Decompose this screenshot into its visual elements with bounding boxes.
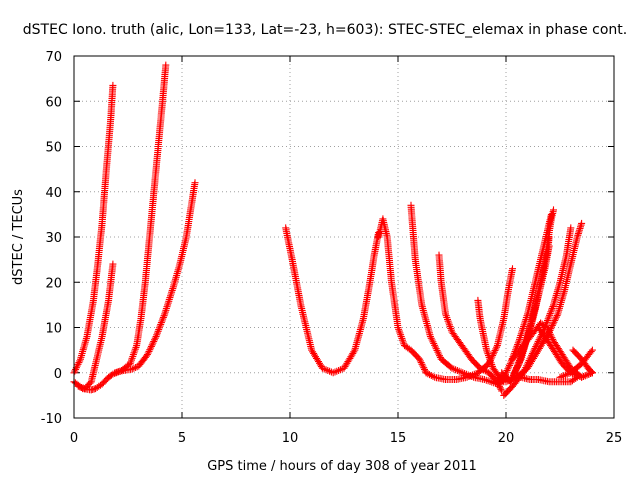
x-axis-label: GPS time / hours of day 308 of year 2011 bbox=[207, 459, 477, 474]
tick-layer: 0 5 10 15 20 25 -10 0 10 20 30 40 50 60 70 bbox=[41, 50, 623, 446]
data-points bbox=[474, 296, 508, 386]
series-arc-21 bbox=[569, 346, 596, 377]
x-tick-label: 0 bbox=[70, 431, 78, 446]
series-arc-18 bbox=[517, 373, 581, 386]
data-points bbox=[517, 373, 581, 386]
data-layer bbox=[70, 61, 596, 399]
series-arc-10 bbox=[474, 296, 508, 386]
series-arc-3 bbox=[74, 260, 117, 393]
x-tick-label: 25 bbox=[606, 431, 623, 446]
data-points bbox=[569, 346, 596, 377]
y-tick-label: 10 bbox=[45, 322, 62, 337]
series-arc-19 bbox=[534, 324, 596, 381]
data-points bbox=[282, 224, 383, 377]
chart-title: dSTEC Iono. truth (alic, Lon=133, Lat=-2… bbox=[23, 22, 627, 38]
data-points bbox=[534, 324, 596, 381]
x-tick-label: 20 bbox=[498, 431, 515, 446]
y-tick-label: 70 bbox=[45, 50, 62, 65]
data-points bbox=[111, 179, 199, 377]
y-tick-label: 20 bbox=[45, 276, 62, 291]
y-tick-label: 60 bbox=[45, 95, 62, 110]
data-points bbox=[422, 265, 516, 383]
y-tick-label: 30 bbox=[45, 231, 62, 246]
y-tick-label: 40 bbox=[45, 186, 62, 201]
series-arc-5 bbox=[282, 224, 383, 377]
y-tick-label: 50 bbox=[45, 141, 62, 156]
series-arc-7 bbox=[407, 201, 512, 388]
plot-frame bbox=[73, 55, 615, 419]
series-arc-1 bbox=[70, 81, 117, 377]
data-points bbox=[70, 81, 117, 377]
series-arc-9 bbox=[422, 265, 516, 383]
data-points bbox=[74, 260, 117, 393]
series-arc-6 bbox=[375, 215, 430, 377]
series-arc-4 bbox=[111, 179, 199, 377]
x-tick-label: 10 bbox=[282, 431, 299, 446]
y-axis-label: dSTEC / TECUs bbox=[11, 189, 26, 285]
y-tick-label: -10 bbox=[41, 412, 62, 427]
x-tick-label: 5 bbox=[178, 431, 186, 446]
y-tick-label: 0 bbox=[54, 367, 62, 382]
x-tick-label: 15 bbox=[390, 431, 407, 446]
data-points bbox=[407, 201, 512, 388]
data-points bbox=[375, 215, 430, 377]
